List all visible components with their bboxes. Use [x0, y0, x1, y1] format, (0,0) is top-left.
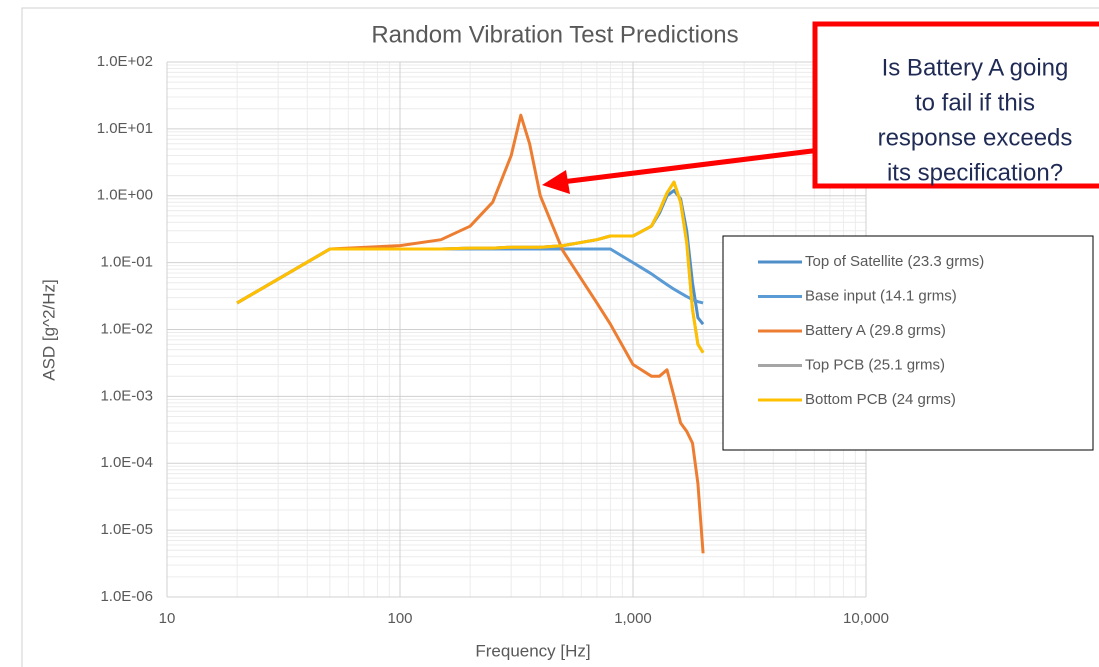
- callout-arrow: [561, 147, 821, 185]
- legend-label: Top PCB (25.1 grms): [805, 356, 945, 373]
- callout-line: its specification?: [887, 159, 1063, 186]
- x-tick-label: 10: [159, 610, 176, 627]
- x-axis-label: Frequency [Hz]: [475, 641, 590, 660]
- y-tick-label: 1.0E+01: [97, 120, 153, 137]
- callout-line: response exceeds: [878, 124, 1073, 151]
- callout-arrowhead: [542, 170, 570, 194]
- x-tick-label: 1,000: [614, 610, 652, 627]
- y-tick-label: 1.0E-02: [100, 320, 153, 337]
- y-tick-label: 1.0E-03: [100, 387, 153, 404]
- callout-line: Is Battery A going: [882, 54, 1069, 81]
- legend: Top of Satellite (23.3 grms) Base input (…: [722, 235, 1094, 451]
- y-tick-label: 1.0E-04: [100, 454, 153, 471]
- legend-box: [722, 235, 1094, 451]
- x-tick-label: 10,000: [843, 610, 889, 627]
- y-tick-label: 1.0E-06: [100, 588, 153, 605]
- y-axis-label: ASD [g^2/Hz]: [39, 279, 58, 381]
- plot-lines: [236, 113, 705, 554]
- y-tick-label: 1.0E+02: [97, 53, 153, 70]
- y-tick-label: 1.0E-05: [100, 521, 153, 538]
- legend-label: Base input (14.1 grms): [805, 287, 957, 304]
- legend-label: Battery A (29.8 grms): [805, 322, 946, 339]
- y-tick-label: 1.0E-01: [100, 254, 153, 271]
- callout-box: [812, 21, 1099, 189]
- series-line: [236, 180, 705, 354]
- series-line: [236, 113, 705, 554]
- x-tick-label: 100: [387, 610, 412, 627]
- callout-line: to fail if this: [915, 89, 1035, 116]
- legend-label: Bottom PCB (24 grms): [805, 391, 956, 408]
- chart-title: Random Vibration Test Predictions: [371, 21, 738, 48]
- callout-text: Is Battery A going to fail if this respons…: [878, 54, 1073, 186]
- y-tick-label: 1.0E+00: [97, 187, 153, 204]
- callout: Is Battery A going to fail if this respons…: [542, 21, 1099, 194]
- legend-label: Top of Satellite (23.3 grms): [805, 253, 984, 270]
